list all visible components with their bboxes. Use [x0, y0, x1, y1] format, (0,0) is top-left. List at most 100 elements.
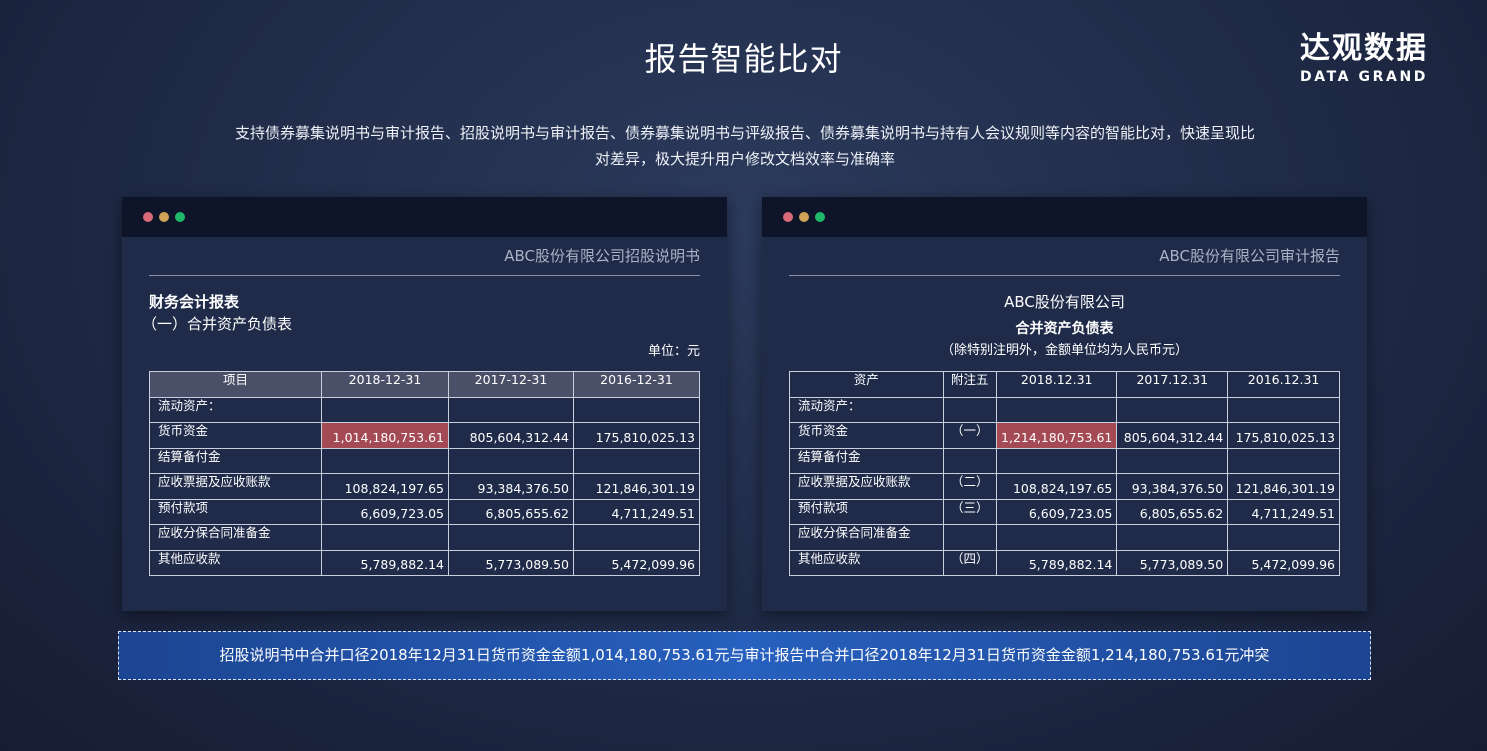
- minimize-dot-icon[interactable]: [799, 212, 809, 222]
- unit-label: 单位：元: [647, 344, 700, 359]
- row-label: 应收票据及应收账款: [149, 473, 322, 500]
- note-ref: （一）: [942, 422, 998, 449]
- value-cell: [1116, 524, 1229, 551]
- row-label: 预付款项: [789, 498, 944, 525]
- audit-report-window: ABC股份有限公司审计报告 ABC股份有限公司 合并资产负债表 （除特别注明外，…: [762, 197, 1367, 611]
- value-cell: [996, 447, 1118, 474]
- row-label: 应收分保合同准备金: [149, 524, 322, 551]
- value-cell: [1116, 447, 1229, 474]
- value-cell: 805,604,312.44: [1116, 422, 1229, 449]
- table-row: 其他应收款 5,789,882.14 5,773,089.50 5,472,099.9…: [149, 549, 700, 576]
- table-row: 流动资产：: [789, 396, 1340, 423]
- value-cell: 5,789,882.14: [996, 549, 1118, 576]
- value-cell: [1116, 396, 1229, 423]
- page-subtitle: 支持债券募集说明书与审计报告、招股说明书与审计报告、债券募集说明书与评级报告、债…: [234, 124, 1255, 168]
- value-cell: [573, 524, 700, 551]
- row-label: 流动资产：: [149, 396, 322, 423]
- row-label: 其他应收款: [789, 549, 944, 576]
- value-cell: 5,472,099.96: [1227, 549, 1340, 576]
- balance-sheet-table: 资产 附注五 2018.12.31 2017.12.31 2016.12.31 流动资产：…: [789, 371, 1340, 576]
- column-header: 2016.12.31: [1227, 371, 1340, 398]
- value-cell: [1227, 447, 1340, 474]
- conflict-banner: 招股说明书中合并口径2018年12月31日货币资金金额1,014,180,753…: [118, 631, 1371, 680]
- table-header-row: 资产 附注五 2018.12.31 2017.12.31 2016.12.31: [789, 371, 1340, 398]
- maximize-dot-icon[interactable]: [815, 212, 825, 222]
- value-cell: [321, 447, 449, 474]
- value-cell: 4,711,249.51: [573, 498, 700, 525]
- window-titlebar: [122, 197, 727, 237]
- balance-sheet-table: 项目 2018-12-31 2017-12-31 2016-12-31 流动资产： 货币资…: [149, 371, 700, 576]
- value-cell: 805,604,312.44: [448, 422, 574, 449]
- note-ref: [942, 396, 998, 423]
- row-label: 应收票据及应收账款: [789, 473, 944, 500]
- row-label: 预付款项: [149, 498, 322, 525]
- table-row: 预付款项 （三） 6,609,723.05 6,805,655.62 4,711,249…: [789, 498, 1340, 525]
- minimize-dot-icon[interactable]: [159, 212, 169, 222]
- value-cell: [448, 447, 574, 474]
- note-ref: [942, 447, 998, 474]
- close-dot-icon[interactable]: [783, 212, 793, 222]
- section-subheading: （一）合并资产负债表: [142, 315, 293, 333]
- table-row: 应收分保合同准备金: [149, 524, 700, 551]
- prospectus-window: ABC股份有限公司招股说明书 财务会计报表 （一）合并资产负债表 单位：元 项目…: [122, 197, 727, 611]
- value-cell: 4,711,249.51: [1227, 498, 1340, 525]
- table-row: 货币资金 1,014,180,753.61 805,604,312.44 175,81…: [149, 422, 700, 449]
- row-label: 流动资产：: [789, 396, 944, 423]
- value-cell: 6,609,723.05: [996, 498, 1118, 525]
- divider: [149, 275, 700, 276]
- column-header: 附注五: [942, 371, 998, 398]
- column-header: 资产: [789, 371, 944, 398]
- page-title: 报告智能比对: [644, 40, 843, 78]
- table-note: （除特别注明外，金额单位均为人民币元）: [940, 343, 1188, 358]
- row-label: 货币资金: [149, 422, 322, 449]
- logo: 达观数据 DATA GRAND: [1293, 30, 1435, 86]
- note-ref: （三）: [942, 498, 998, 525]
- value-cell: [321, 524, 449, 551]
- value-cell: 5,789,882.14: [321, 549, 449, 576]
- note-ref: （四）: [942, 549, 998, 576]
- column-header: 项目: [149, 371, 322, 398]
- maximize-dot-icon[interactable]: [175, 212, 185, 222]
- row-label: 结算备付金: [789, 447, 944, 474]
- value-cell: [996, 396, 1118, 423]
- value-cell: [1227, 396, 1340, 423]
- table-row: 结算备付金: [789, 447, 1340, 474]
- column-header: 2018-12-31: [321, 371, 449, 398]
- row-label: 其他应收款: [149, 549, 322, 576]
- value-cell: 121,846,301.19: [1227, 473, 1340, 500]
- table-header-row: 项目 2018-12-31 2017-12-31 2016-12-31: [149, 371, 700, 398]
- value-cell: [448, 524, 574, 551]
- document-name: ABC股份有限公司审计报告: [1159, 247, 1340, 265]
- value-cell: 93,384,376.50: [1116, 473, 1229, 500]
- table-title: 合并资产负债表: [1015, 321, 1114, 337]
- value-cell: 108,824,197.65: [996, 473, 1118, 500]
- value-cell: [448, 396, 574, 423]
- value-cell: 175,810,025.13: [573, 422, 700, 449]
- value-cell: [321, 396, 449, 423]
- value-cell: 5,472,099.96: [573, 549, 700, 576]
- value-cell: 108,824,197.65: [321, 473, 449, 500]
- value-cell: 175,810,025.13: [1227, 422, 1340, 449]
- note-ref: [942, 524, 998, 551]
- value-cell: [573, 447, 700, 474]
- column-header: 2018.12.31: [996, 371, 1118, 398]
- table-row: 货币资金 （一） 1,214,180,753.61 805,604,312.44 175…: [789, 422, 1340, 449]
- company-name: ABC股份有限公司: [1004, 293, 1125, 311]
- value-cell: [996, 524, 1118, 551]
- value-cell: 93,384,376.50: [448, 473, 574, 500]
- table-row: 结算备付金: [149, 447, 700, 474]
- row-label: 应收分保合同准备金: [789, 524, 944, 551]
- close-dot-icon[interactable]: [143, 212, 153, 222]
- row-label: 结算备付金: [149, 447, 322, 474]
- value-cell: 1,014,180,753.61: [321, 422, 449, 449]
- divider: [789, 275, 1340, 276]
- table-row: 其他应收款 （四） 5,789,882.14 5,773,089.50 5,472,09…: [789, 549, 1340, 576]
- logo-en: DATA GRAND: [1300, 69, 1428, 85]
- section-heading: 财务会计报表: [149, 293, 240, 311]
- window-titlebar: [762, 197, 1367, 237]
- table-row: 流动资产：: [149, 396, 700, 423]
- value-cell: 6,805,655.62: [1116, 498, 1229, 525]
- value-cell: 5,773,089.50: [448, 549, 574, 576]
- document-name: ABC股份有限公司招股说明书: [504, 247, 700, 265]
- table-row: 应收票据及应收账款 108,824,197.65 93,384,376.50 121,…: [149, 473, 700, 500]
